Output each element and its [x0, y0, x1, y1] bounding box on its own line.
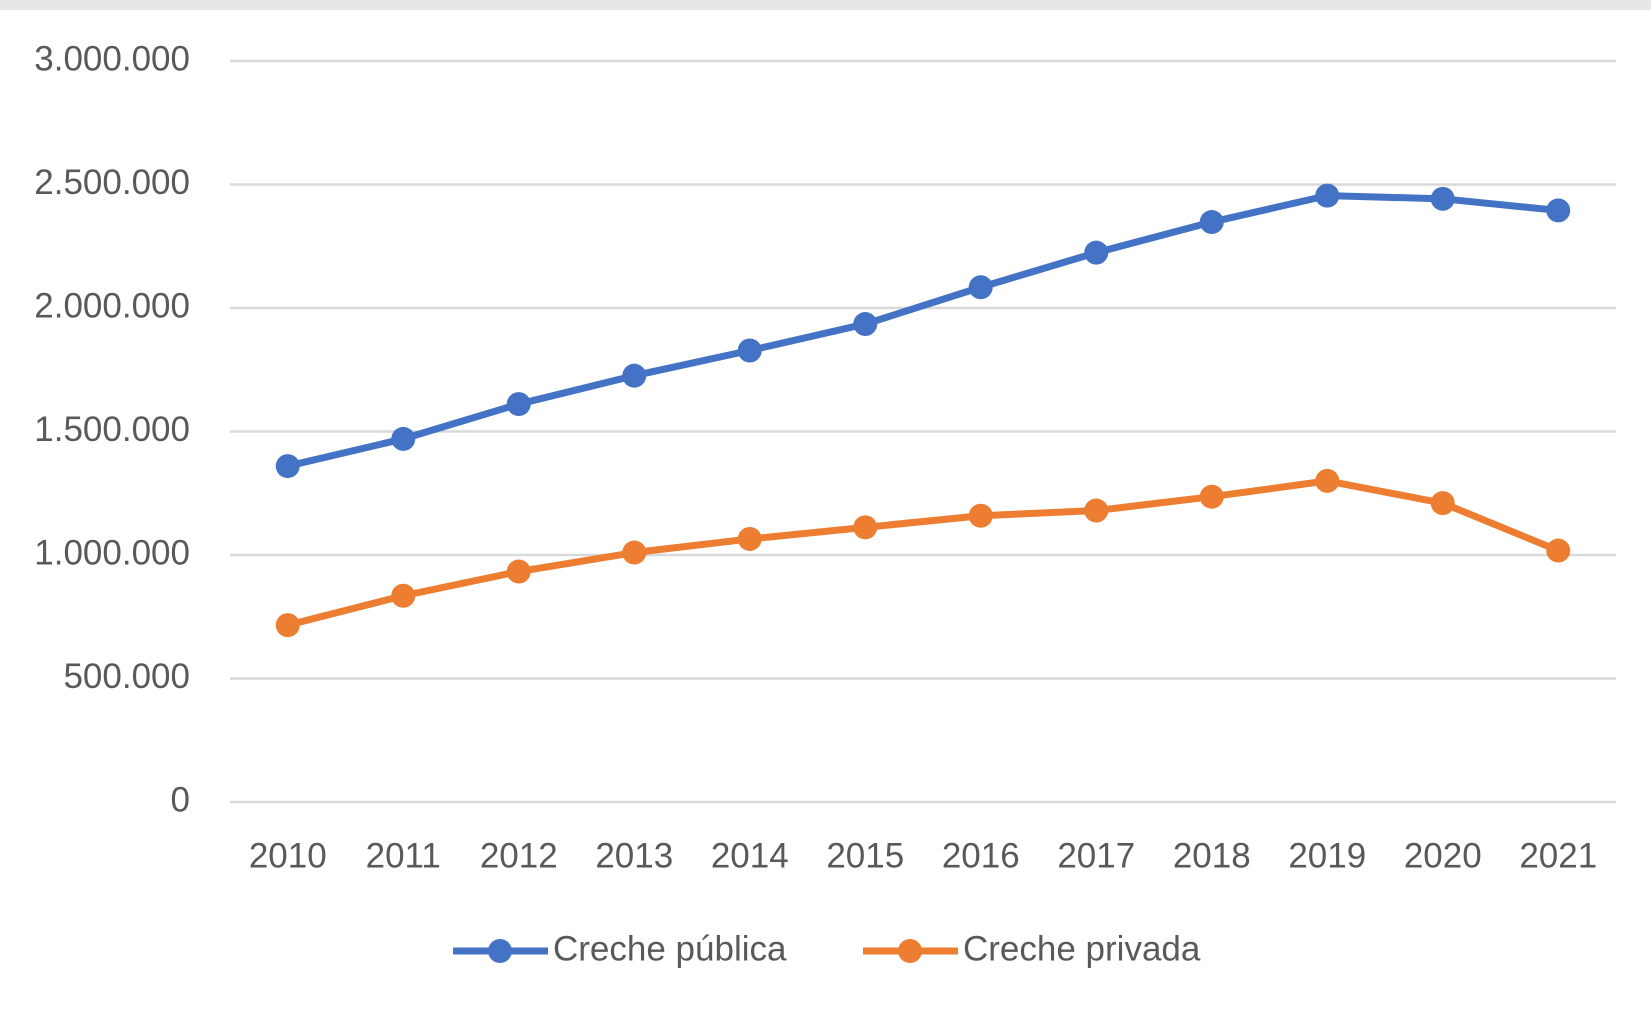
- y-tick-label: 3.000.000: [34, 39, 190, 78]
- data-point: [1546, 538, 1571, 563]
- data-point: [622, 363, 647, 388]
- y-tick-label: 2.500.000: [34, 163, 190, 202]
- series-line: [286, 477, 1560, 629]
- x-tick-label: 2015: [826, 836, 904, 875]
- x-tick-label: 2019: [1288, 836, 1366, 875]
- data-point: [391, 426, 416, 451]
- legend-marker: [488, 939, 512, 963]
- x-tick-label: 2016: [942, 836, 1020, 875]
- x-tick-label: 2014: [711, 836, 789, 875]
- x-tick-label: 2012: [480, 836, 558, 875]
- data-point: [1084, 498, 1109, 523]
- x-tick-label: 2011: [366, 836, 441, 875]
- x-tick-label: 2018: [1173, 836, 1251, 875]
- data-point: [1199, 210, 1224, 235]
- x-tick-label: 2021: [1519, 836, 1597, 875]
- y-tick-label: 1.000.000: [34, 533, 190, 572]
- data-point: [968, 503, 993, 528]
- data-point: [506, 559, 531, 584]
- x-tick-label: 2017: [1057, 836, 1135, 875]
- series-line: [286, 192, 1559, 470]
- y-tick-label: 1.500.000: [34, 410, 190, 449]
- data-point: [853, 515, 878, 540]
- data-point: [1315, 183, 1340, 208]
- legend-marker: [898, 939, 922, 963]
- data-point: [853, 312, 878, 337]
- data-point: [968, 275, 993, 300]
- data-point: [275, 613, 300, 638]
- y-tick-label: 2.000.000: [34, 286, 190, 325]
- data-point: [1430, 491, 1455, 516]
- data-point: [1315, 468, 1340, 493]
- data-point: [737, 338, 762, 363]
- top-bar: [0, 0, 1651, 10]
- x-tick-label: 2013: [595, 836, 673, 875]
- legend-label: Creche pública: [553, 929, 787, 968]
- y-tick-label: 0: [171, 780, 190, 819]
- x-tick-label: 2020: [1404, 836, 1482, 875]
- data-point: [506, 392, 531, 417]
- x-tick-label: 2010: [249, 836, 327, 875]
- data-point: [1546, 198, 1571, 223]
- data-point: [737, 526, 762, 551]
- y-tick-label: 500.000: [63, 657, 190, 696]
- data-point: [1084, 240, 1109, 265]
- data-point: [1199, 484, 1224, 509]
- data-point: [1430, 186, 1455, 211]
- data-point: [391, 583, 416, 608]
- legend-label: Creche privada: [963, 929, 1201, 968]
- data-point: [622, 540, 647, 565]
- data-point: [275, 454, 300, 479]
